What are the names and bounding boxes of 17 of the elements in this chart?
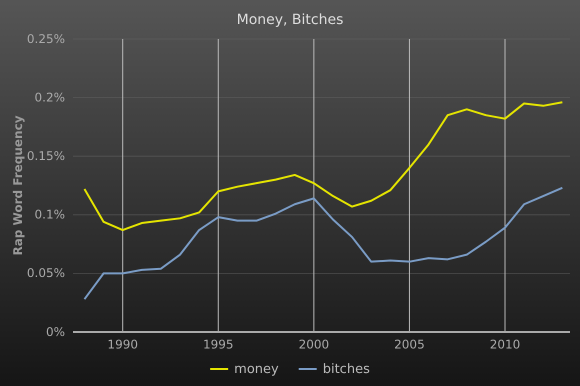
x-tick-label: 2005 [394, 338, 425, 352]
x-tick-label: 2010 [490, 338, 520, 352]
y-tick-label: 0% [46, 324, 65, 339]
y-tick-label: 0.2% [34, 90, 65, 104]
x-tick-label: 1995 [203, 338, 234, 352]
chart-title: Money, Bitches [236, 12, 344, 28]
y-axis-title: Rap Word Frequency [11, 115, 25, 256]
y-tick-label: 0.1% [34, 208, 65, 222]
x-tick-label: 1990 [107, 338, 138, 352]
legend-label: money [234, 362, 280, 377]
line-series [83, 101, 564, 232]
line-series [83, 186, 564, 300]
y-tick-label: 0.25% [26, 32, 65, 46]
y-tick-label: 0.05% [26, 266, 65, 280]
legend-label: bitches [322, 362, 370, 377]
y-tick-label: 0.15% [26, 149, 65, 164]
x-tick-label: 2000 [298, 338, 330, 352]
